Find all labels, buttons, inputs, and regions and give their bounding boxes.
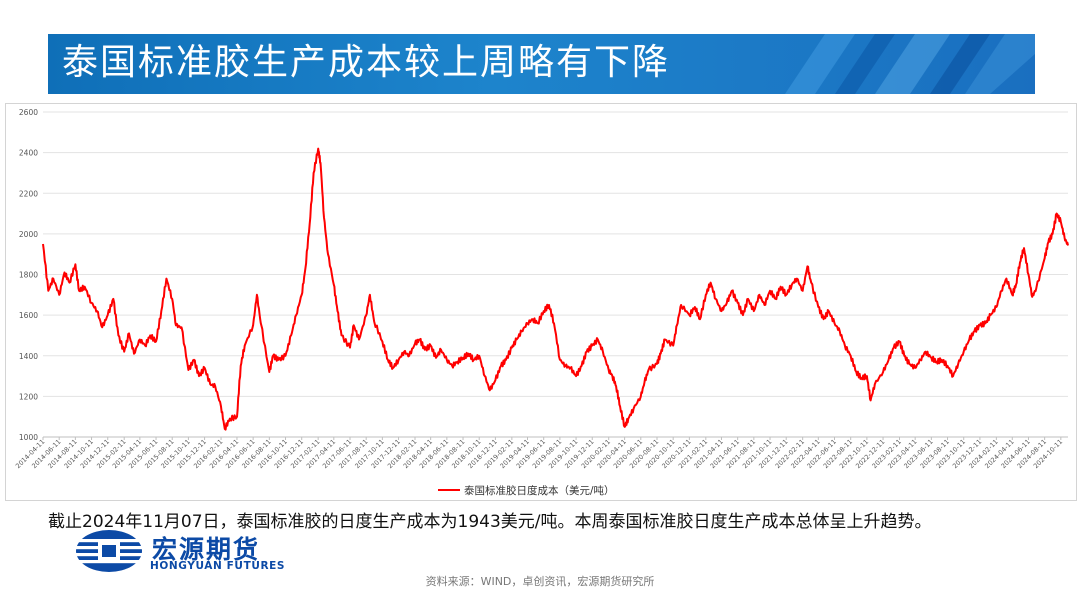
logo-mark-icon (74, 530, 144, 572)
y-tick-label: 2400 (19, 149, 38, 158)
legend-label: 泰国标准胶日度成本（美元/吨） (464, 484, 615, 497)
company-logo: 宏源期货 HONGYUAN FUTURES (74, 528, 314, 576)
title-banner: 泰国标准胶生产成本较上周略有下降 (48, 34, 1035, 94)
x-axis-ticks: 2014-04-112014-06-112014-08-112014-10-11… (14, 437, 1064, 470)
summary-caption: 截止2024年11月07日，泰国标准胶的日度生产成本为1943美元/吨。本周泰国… (48, 512, 932, 532)
source-note: 资料来源：WIND，卓创资讯，宏源期货研究所 (425, 575, 655, 588)
logo-name-en: HONGYUAN FUTURES (150, 560, 286, 572)
banner-stripes-decoration (785, 34, 1035, 94)
grid-lines (43, 111, 1068, 438)
logo-name-cn: 宏源期货 (152, 535, 261, 564)
legend: 泰国标准胶日度成本（美元/吨） (438, 484, 615, 497)
y-tick-label: 1800 (19, 271, 38, 280)
y-axis-ticks: 1000 1200 1400 1600 1800 2000 2200 2400 2600 (19, 108, 38, 442)
y-tick-label: 1000 (19, 433, 38, 442)
cost-line-chart: 1000 1200 1400 1600 1800 2000 2200 2400 2600 201… (14, 108, 1069, 497)
y-tick-label: 2200 (19, 189, 38, 198)
page-title: 泰国标准胶生产成本较上周略有下降 (62, 42, 671, 83)
y-tick-label: 1600 (19, 311, 38, 320)
y-tick-label: 2600 (19, 108, 38, 117)
y-tick-label: 2000 (19, 230, 38, 239)
series-line (42, 147, 1069, 431)
y-tick-label: 1200 (19, 392, 38, 401)
chart-frame: 1000 1200 1400 1600 1800 2000 2200 2400 2600 201… (5, 103, 1077, 501)
y-tick-label: 1400 (19, 352, 38, 361)
